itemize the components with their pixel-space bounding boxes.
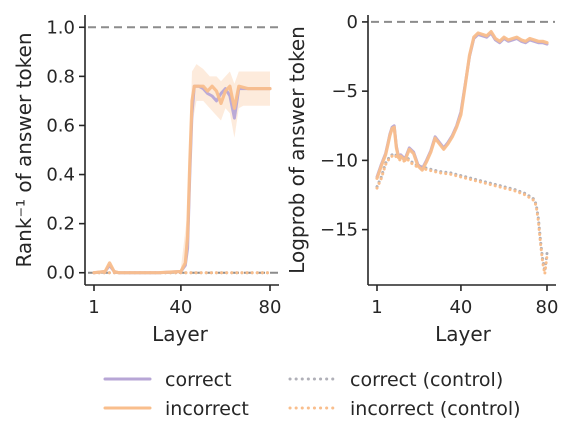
rank-y-tick-label: 0.6	[46, 115, 75, 136]
rank-series-incorrect	[92, 84, 272, 275]
logprob-x-tick-label: 1	[371, 297, 382, 318]
rank-y-tick-label: 0.2	[46, 214, 75, 235]
rank-y-tick-label: 1.0	[46, 17, 75, 38]
legend-label-correct: correct	[165, 369, 232, 391]
logprob-plot-area	[371, 20, 555, 276]
logprob-y-tick-label: −15	[320, 220, 358, 241]
rank-plot-area	[88, 26, 278, 275]
logprob-x-tick-label: 80	[536, 297, 559, 318]
rank-y-axis-label: Rank⁻¹ of answer token	[12, 32, 36, 267]
rank-y-tick-label: 0.0	[46, 263, 75, 284]
rank-x-axis-label: Layer	[152, 322, 209, 346]
logprob-axis-ticks: 1 40 80 0 −5 −10 −15	[320, 12, 558, 318]
rank-x-tick-label: 80	[259, 297, 282, 318]
legend-label-incorrect: incorrect	[165, 398, 249, 420]
rank-series-correct	[92, 84, 272, 275]
logprob-series-correct-control	[375, 152, 549, 273]
logprob-y-tick-label: 0	[347, 12, 358, 33]
logprob-x-tick-label: 40	[449, 297, 472, 318]
rank-y-tick-label: 0.8	[46, 66, 75, 87]
logprob-series-incorrect-control	[375, 153, 549, 276]
rank-x-tick-label: 1	[88, 297, 99, 318]
rank-incorrect-uncertainty-band	[180, 64, 270, 273]
logprob-y-tick-label: −5	[331, 81, 358, 102]
logprob-x-axis-label: Layer	[435, 322, 492, 346]
logprob-y-axis-label: Logprob of answer token	[285, 26, 309, 274]
rank-axis-ticks: 1 40 80 0.0 0.2 0.4 0.6 0.8 1.0	[46, 17, 281, 318]
rank-x-tick-label: 40	[169, 297, 192, 318]
rank-chart-panel: 1 40 80 0.0 0.2 0.4 0.6 0.8 1.0 Layer Rank⁻¹ of …	[12, 15, 281, 346]
logprob-y-tick-label: −10	[320, 150, 358, 171]
legend: correct incorrect correct (control) inco…	[103, 369, 521, 420]
logprob-series-incorrect	[375, 30, 549, 180]
legend-label-correct-control: correct (control)	[350, 369, 503, 391]
rank-y-tick-label: 0.4	[46, 165, 75, 186]
legend-label-incorrect-control: incorrect (control)	[350, 398, 521, 420]
logprob-chart-panel: 1 40 80 0 −5 −10 −15 Layer Logprob of answer t…	[285, 12, 558, 346]
